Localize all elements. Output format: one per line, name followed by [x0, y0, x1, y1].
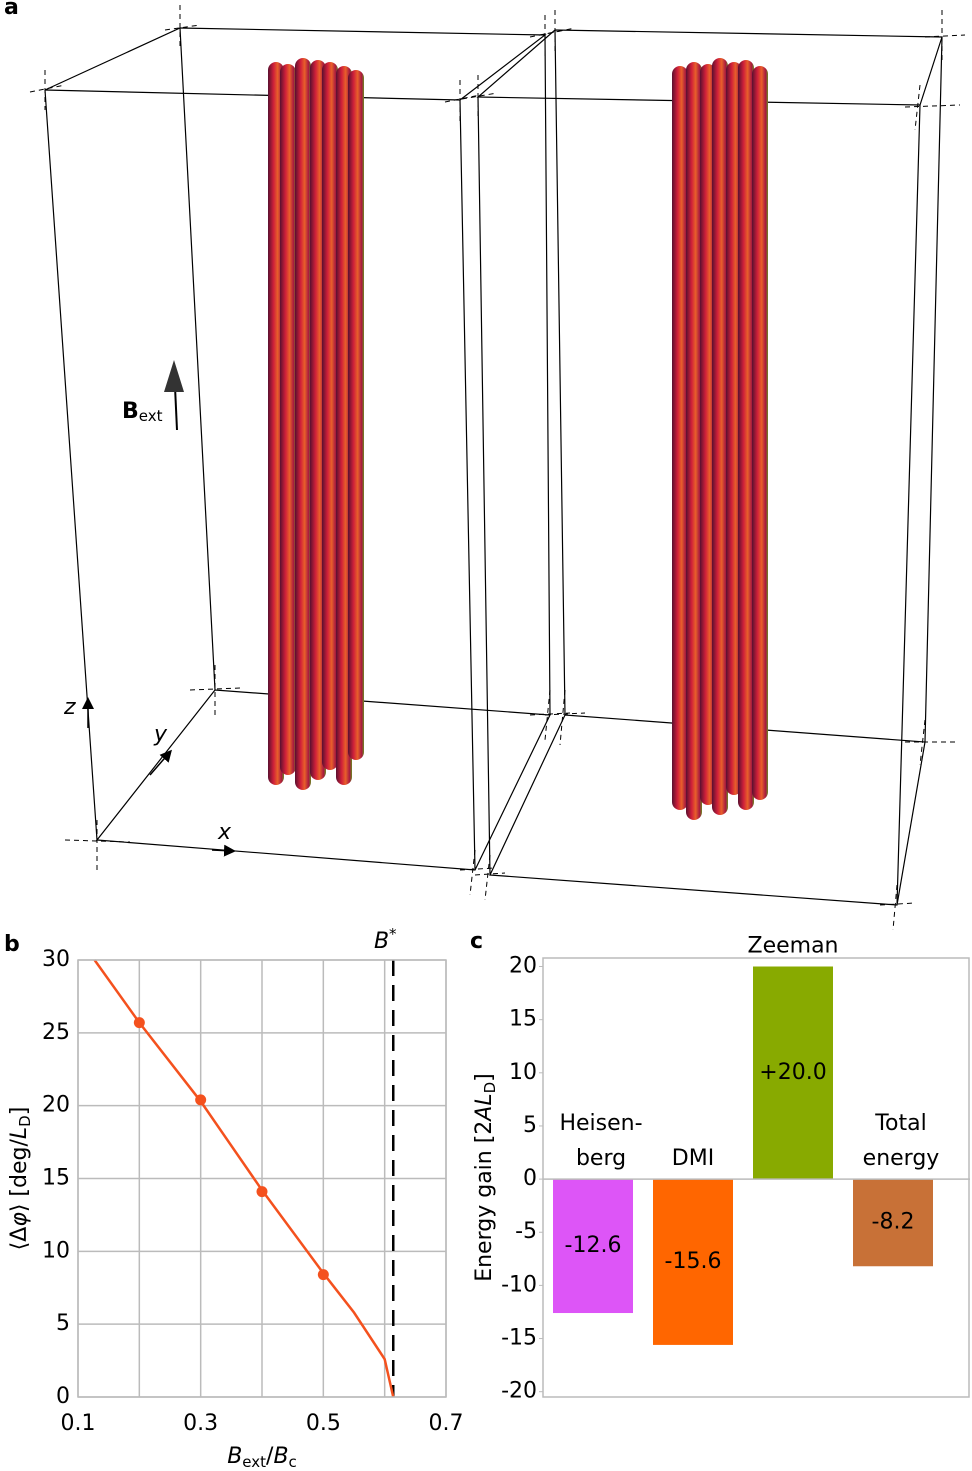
y-tick-label: -20 [501, 1379, 537, 1404]
bar [753, 966, 833, 1180]
y-tick-label: 20 [509, 954, 537, 979]
axis-label-part: ext [242, 1453, 266, 1471]
skyrmion-tubes [268, 58, 768, 820]
y-tick-label: 0 [56, 1384, 70, 1409]
value-label: -8.2 [872, 1210, 915, 1235]
y-arrow [149, 749, 172, 776]
y-tick-label: -10 [501, 1272, 537, 1297]
field-label: Bext [122, 399, 163, 425]
category-label: Zeeman [748, 934, 839, 959]
corner-marks [29, 5, 966, 931]
bar [853, 1179, 933, 1267]
panel-label: b [4, 932, 20, 957]
y-tick-label: 10 [42, 1238, 70, 1263]
plot-frame [542, 957, 970, 1398]
reference-label: B* [374, 925, 397, 955]
x-axis-label: x [217, 820, 232, 845]
x-tick-label: 0.7 [429, 1411, 464, 1436]
value-label: -15.6 [665, 1249, 722, 1274]
category-label: DMI [672, 1146, 714, 1171]
axis-label-part: AL [472, 1093, 497, 1122]
axis-label-part: B [227, 1444, 242, 1469]
axis-label-part: φ [7, 1212, 32, 1227]
tube [752, 66, 768, 800]
tube [738, 60, 754, 810]
data-point [195, 1094, 207, 1106]
category-label: energy [863, 1146, 940, 1171]
tube [348, 70, 364, 760]
tube [322, 62, 338, 770]
field-arrow-head [164, 360, 184, 392]
y-axis-label: y [153, 722, 168, 747]
y-tick-label: 5 [56, 1311, 70, 1336]
y-tick-label: 30 [42, 947, 70, 972]
plot-frame [77, 959, 447, 1398]
x-tick-label: 0.1 [61, 1411, 96, 1436]
bar [553, 1179, 633, 1314]
data-point [256, 1186, 268, 1198]
tube [712, 58, 728, 815]
axis-label-part: c [289, 1453, 297, 1471]
data-point [317, 1269, 329, 1281]
axis-label-part: Energy gain [2 [472, 1121, 497, 1282]
value-label: +20.0 [759, 1060, 826, 1085]
y-tick-label: 5 [523, 1113, 537, 1138]
y-tick-label: -5 [515, 1219, 537, 1244]
axis-label-part: L [7, 1127, 32, 1139]
data-line [93, 959, 395, 1398]
field-label-main: B [122, 399, 139, 424]
category-label: berg [576, 1146, 626, 1171]
panel-label: c [470, 929, 483, 954]
tube [686, 62, 702, 820]
x-tick-label: 0.3 [183, 1411, 218, 1436]
panel-label: a [4, 0, 19, 20]
field-label-sub: ext [139, 407, 163, 425]
y-tick-label: 10 [509, 1060, 537, 1085]
x-arrow [211, 844, 236, 857]
category-label: Total [874, 1111, 926, 1136]
axis-label: Bext/Bc [227, 1444, 297, 1471]
axis-label: ⟨Δφ⟩ [deg/LD] [7, 1107, 34, 1251]
reference-label-sup: * [389, 925, 397, 943]
category-label: Heisen- [559, 1111, 642, 1136]
bar [653, 1179, 733, 1345]
y-tick-label: 15 [42, 1166, 70, 1191]
y-tick-label: 25 [42, 1020, 70, 1045]
y-tick-label: 20 [42, 1093, 70, 1118]
y-tick-label: 0 [523, 1166, 537, 1191]
axis-label-part: ⟨Δ [7, 1227, 32, 1251]
tube [295, 58, 311, 790]
data-point [133, 1017, 145, 1029]
tube [280, 64, 296, 775]
reference-label-main: B [374, 929, 389, 954]
x-tick-label: 0.5 [306, 1411, 341, 1436]
axis-label-part: D [16, 1115, 34, 1127]
value-label: -12.6 [565, 1233, 622, 1258]
axis-label-part: ⟩ [deg/ [7, 1139, 32, 1213]
axis-label-part: ] [472, 1073, 497, 1082]
axis-label-part: ] [7, 1107, 32, 1116]
y-tick-label: 15 [509, 1007, 537, 1032]
axis-label-part: D [481, 1082, 499, 1094]
axis-label: Energy gain [2ALD] [472, 1073, 499, 1282]
panel-a: Bext x y z a [4, 0, 966, 931]
z-axis-label: z [63, 695, 76, 720]
y-tick-label: -15 [501, 1326, 537, 1351]
axis-label-part: / [266, 1444, 274, 1469]
tube [672, 66, 688, 810]
axis-label-part: B [273, 1444, 288, 1469]
